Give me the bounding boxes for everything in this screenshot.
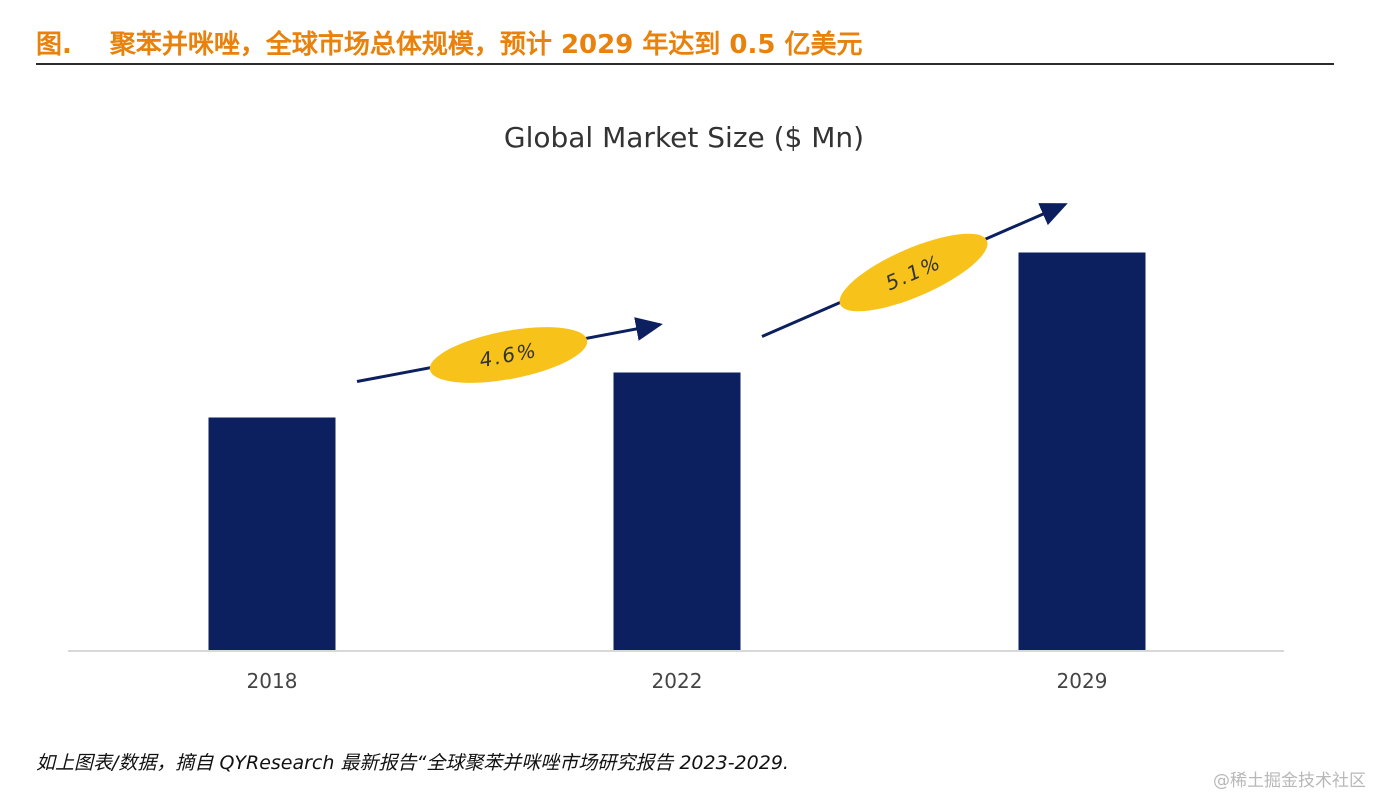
growth-annotation-1: 4.6% [356,317,663,383]
growth-badge [429,327,588,383]
bar-2029 [1018,252,1146,650]
x-tick-label-2018: 2018 [247,669,298,693]
title-divider [36,63,1334,65]
bar-2018 [208,417,336,650]
chart-title: Global Market Size ($ Mn) [504,121,864,154]
x-tick-label-2022: 2022 [652,669,703,693]
figure-title-text: 聚苯并咪唑，全球市场总体规模，预计 2029 年达到 0.5 亿美元 [109,30,863,60]
bar-2022 [613,372,741,650]
watermark: @稀土掘金技术社区 [1213,771,1366,791]
figure-label: 图. [36,30,72,60]
source-footnote: 如上图表/数据，摘自 QYResearch 最新报告“全球聚苯并咪唑市场研究报告… [36,752,789,774]
x-tick-label-2029: 2029 [1057,669,1108,693]
growth-annotation-2: 5.1% [761,203,1068,338]
growth-badge [839,233,988,312]
figure-title: 图. 聚苯并咪唑，全球市场总体规模，预计 2029 年达到 0.5 亿美元 [36,24,863,61]
